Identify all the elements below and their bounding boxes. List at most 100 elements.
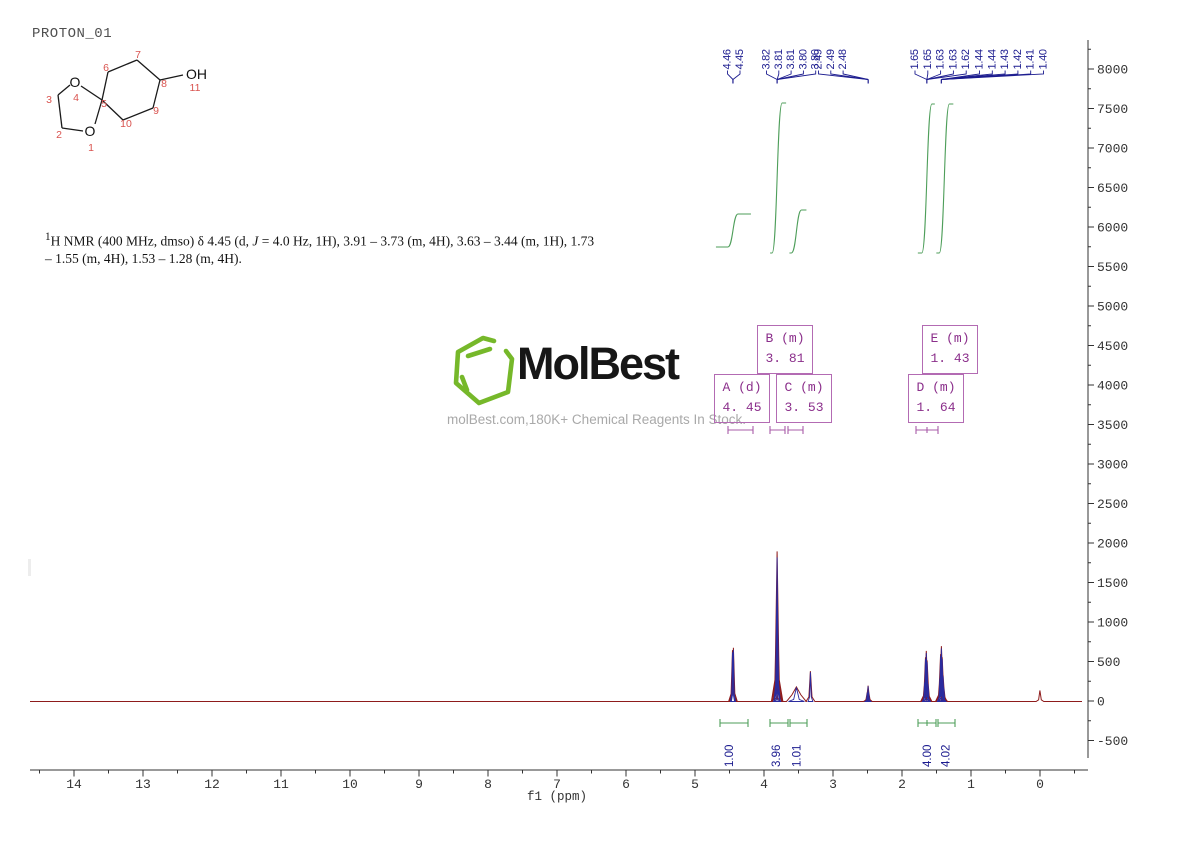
x-axis-tick-label: 9 bbox=[415, 777, 423, 792]
peak-shift-label: 3.82 bbox=[761, 49, 773, 69]
nmr-assignment-text: 1H NMR (400 MHz, dmso) δ 4.45 (d, J = 4.… bbox=[45, 229, 597, 267]
peak-shift-label: 1.44 bbox=[986, 49, 998, 69]
peak-leader-line bbox=[776, 70, 780, 80]
y-axis-tick-label: 500 bbox=[1097, 655, 1120, 670]
integral-value-label: 4.02 bbox=[940, 745, 952, 767]
multiplet-label: D (m) bbox=[916, 380, 956, 395]
x-axis-tick-label: 3 bbox=[829, 777, 837, 792]
atom-number: 2 bbox=[56, 129, 62, 141]
integral-bracket bbox=[769, 719, 789, 727]
x-axis-tick-label: 0 bbox=[1036, 777, 1044, 792]
atom-number: 7 bbox=[135, 50, 141, 61]
watermark-tagline: molBest.com,180K+ Chemical Reagents In S… bbox=[447, 412, 747, 427]
peak-shift-label: 1.63 bbox=[935, 49, 947, 69]
atom-number: 11 bbox=[190, 82, 201, 94]
peak-leader-line bbox=[732, 70, 741, 80]
x-axis-tick-label: 14 bbox=[66, 777, 82, 792]
peak-leader-line bbox=[941, 70, 1044, 80]
x-axis-tick-label: 7 bbox=[553, 777, 561, 792]
x-axis-tick-label: 1 bbox=[967, 777, 975, 792]
integral-bracket bbox=[719, 719, 749, 727]
peak-shift-label: 2.48 bbox=[837, 49, 849, 69]
y-axis-tick-label: 3000 bbox=[1097, 458, 1128, 473]
peak-leader-line bbox=[818, 70, 869, 80]
integral-bracket bbox=[917, 719, 937, 727]
y-axis-tick-label: 1500 bbox=[1097, 576, 1128, 591]
peak-leader-line bbox=[926, 70, 929, 80]
multiplet-box-A: A (d) 4. 45 bbox=[714, 374, 770, 423]
x-axis-tick-label: 12 bbox=[204, 777, 220, 792]
multiplet-range-indicator bbox=[915, 426, 939, 434]
y-axis-tick-label: 1000 bbox=[1097, 616, 1128, 631]
peak-shift-label: 1.62 bbox=[960, 49, 972, 69]
x-axis-tick-label: 8 bbox=[484, 777, 492, 792]
peak-shift-label: 3.80 bbox=[810, 49, 822, 69]
multiplet-delta: 1. 64 bbox=[916, 400, 956, 415]
molecule-structure: O O OH 1 2 3 4 5 6 7 8 9 10 11 bbox=[46, 50, 207, 154]
peak-leader-line bbox=[727, 70, 734, 80]
peak-shift-label: 3.81 bbox=[785, 49, 797, 69]
peak-leader-line bbox=[914, 70, 928, 80]
bond-lines bbox=[57, 59, 184, 132]
multiplet-label: E (m) bbox=[930, 331, 970, 346]
atom-number: 1 bbox=[88, 142, 94, 154]
multiplet-box-C: C (m) 3. 53 bbox=[776, 374, 832, 423]
integral-value-label: 3.96 bbox=[771, 745, 783, 767]
peak-shift-label: 4.45 bbox=[734, 49, 746, 69]
oxygen-label-top: O bbox=[70, 74, 81, 90]
integral-curve bbox=[770, 102, 787, 254]
peak-shift-label: 1.41 bbox=[1025, 49, 1037, 69]
integral-curve bbox=[715, 213, 751, 248]
x-axis-tick-label: 5 bbox=[691, 777, 699, 792]
peak-leader-line bbox=[766, 70, 778, 80]
y-axis-tick-label: -500 bbox=[1097, 734, 1128, 749]
y-axis-tick-label: 5000 bbox=[1097, 300, 1128, 315]
multiplet-box-E: E (m) 1. 43 bbox=[922, 325, 978, 374]
peak-shift-label: 1.40 bbox=[1038, 49, 1050, 69]
peak-leader-line bbox=[842, 70, 869, 80]
y-axis-tick-label: 7500 bbox=[1097, 102, 1128, 117]
caption-coupling-constant: J bbox=[252, 233, 259, 249]
peak-leader-line bbox=[776, 70, 792, 80]
multiplet-label: B (m) bbox=[765, 331, 805, 346]
peak-shift-label: 1.43 bbox=[999, 49, 1011, 69]
y-axis-tick-label: 7000 bbox=[1097, 142, 1128, 157]
peak-shift-label: 4.46 bbox=[722, 49, 734, 69]
peak-shift-label: 2.49 bbox=[825, 49, 837, 69]
peak-fit-trace bbox=[729, 557, 947, 702]
x-axis-title: f1 (ppm) bbox=[527, 790, 587, 804]
x-axis-tick-label: 10 bbox=[342, 777, 358, 792]
multiplet-delta: 3. 81 bbox=[765, 351, 805, 366]
peak-leader-line bbox=[926, 70, 942, 80]
peak-shift-label: 1.63 bbox=[947, 49, 959, 69]
y-axis-tick-label: 5500 bbox=[1097, 260, 1128, 275]
integral-curve bbox=[936, 103, 954, 254]
integral-value-label: 4.00 bbox=[922, 745, 934, 767]
watermark-hexagon-icon bbox=[453, 335, 515, 406]
atom-numbers: 1 2 3 4 5 6 7 8 9 10 11 bbox=[46, 50, 201, 154]
atom-number: 6 bbox=[103, 62, 109, 74]
oxygen-label-bottom: O bbox=[85, 123, 96, 139]
y-axis-tick-label: 2000 bbox=[1097, 537, 1128, 552]
multiplet-delta: 4. 45 bbox=[722, 400, 762, 415]
peak-leader-line bbox=[926, 70, 954, 80]
scan-edge-artifact bbox=[28, 559, 31, 576]
multiplet-label: A (d) bbox=[722, 380, 762, 395]
peak-leader-line bbox=[941, 70, 980, 80]
peak-shift-label: 2.49 bbox=[813, 49, 825, 69]
peak-leader-line bbox=[830, 70, 869, 80]
y-axis-tick-label: 4000 bbox=[1097, 379, 1128, 394]
peak-leader-line bbox=[926, 70, 967, 80]
atom-number: 4 bbox=[73, 92, 79, 104]
atom-number: 3 bbox=[46, 94, 52, 106]
x-axis-tick-label: 2 bbox=[898, 777, 906, 792]
peak-leader-line bbox=[777, 70, 804, 80]
atom-number: 5 bbox=[101, 98, 107, 110]
y-axis-tick-label: 6000 bbox=[1097, 221, 1128, 236]
x-axis-tick-label: 11 bbox=[273, 777, 289, 792]
caption-superscript: 1 bbox=[45, 231, 51, 243]
peak-shift-label: 3.81 bbox=[773, 49, 785, 69]
spectrum-trace bbox=[30, 551, 1082, 702]
